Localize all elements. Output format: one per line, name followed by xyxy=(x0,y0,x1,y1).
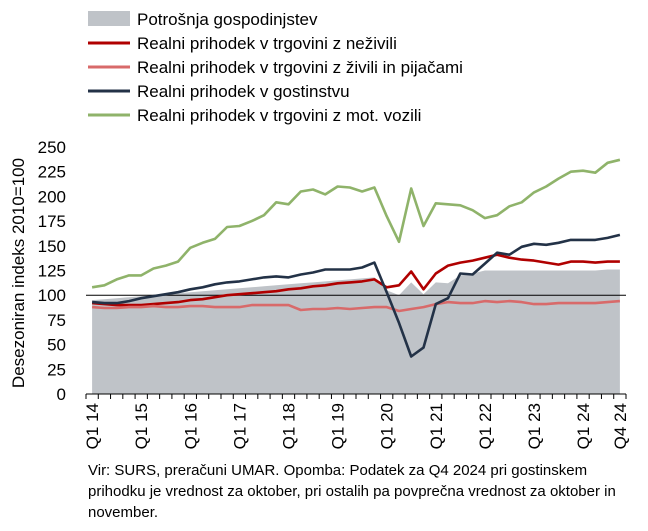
series-area-potrosnja-gospodinjstev xyxy=(92,269,620,394)
x-tick-label: Q1 22 xyxy=(476,403,495,449)
legend-swatch-potrosnja-gospodinjstev xyxy=(88,11,130,26)
legend-label-realni-prihodek-v-trgovini-z-zivili-in-pijacami: Realni prihodek v trgovini z živili in p… xyxy=(137,58,463,77)
y-tick-label: 200 xyxy=(38,187,66,206)
x-axis: Q1 14 Q1 15 Q1 16 Q1 17 Q1 18 Q1 19 Q1 20 Q1 21… xyxy=(83,393,630,449)
plot-area xyxy=(86,158,626,394)
y-axis-title: Desezoniran indeks 2010=100 xyxy=(9,158,28,388)
x-tick-label: Q1 24 xyxy=(574,403,593,449)
x-tick-label: Q1 21 xyxy=(427,403,446,449)
series-line-realni-prihodek-v-trgovini-z-nezivili xyxy=(91,253,620,307)
series-line-realni-prihodek-v-trgovini-z-zivili-in-pijacami xyxy=(92,299,621,313)
x-tick-label: Q1 17 xyxy=(230,403,249,449)
x-tick-label: Q4 24 xyxy=(611,403,630,449)
y-tick-label: 175 xyxy=(38,212,66,231)
y-tick-label: 0 xyxy=(57,385,66,404)
x-tick-label: Q1 20 xyxy=(378,403,397,449)
source-note: Vir: SURS, preračuni UMAR. Opomba: Podat… xyxy=(88,462,616,521)
x-tick-label: Q1 19 xyxy=(329,403,348,449)
y-tick-label: 150 xyxy=(38,237,66,256)
y-tick-label: 50 xyxy=(47,336,66,355)
y-tick-label: 250 xyxy=(38,138,66,157)
x-tick-label: Q1 15 xyxy=(132,403,151,449)
legend-label-realni-prihodek-v-trgovini-z-mot-vozili: Realni prihodek v trgovini z mot. vozili xyxy=(137,106,421,125)
legend-label-realni-prihodek-v-gostinstvu: Realni prihodek v gostinstvu xyxy=(137,82,350,101)
legend: Potrošnja gospodinjstev Realni prihodek v… xyxy=(88,10,463,125)
x-tick-label: Q1 14 xyxy=(83,403,102,449)
chart: Potrošnja gospodinjstev Realni prihodek v… xyxy=(9,10,630,449)
y-axis: 0 25 50 75 100 125 150 175 200 225 250 xyxy=(38,138,66,404)
x-tick-label: Q1 16 xyxy=(181,403,200,449)
y-tick-label: 75 xyxy=(47,311,66,330)
series-line-realni-prihodek-v-trgovini-z-mot-vozili xyxy=(91,158,621,289)
y-tick-label: 225 xyxy=(38,163,66,182)
y-tick-label: 25 xyxy=(47,360,66,379)
y-tick-label: 100 xyxy=(38,286,66,305)
x-tick-label: Q1 18 xyxy=(280,403,299,449)
legend-label-potrosnja-gospodinjstev: Potrošnja gospodinjstev xyxy=(137,10,318,29)
legend-label-realni-prihodek-v-trgovini-z-nezivili: Realni prihodek v trgovini z neživili xyxy=(137,34,397,53)
series-line-realni-prihodek-v-gostinstvu xyxy=(91,233,621,358)
x-tick-label: Q1 23 xyxy=(525,403,544,449)
y-tick-label: 125 xyxy=(38,262,66,281)
